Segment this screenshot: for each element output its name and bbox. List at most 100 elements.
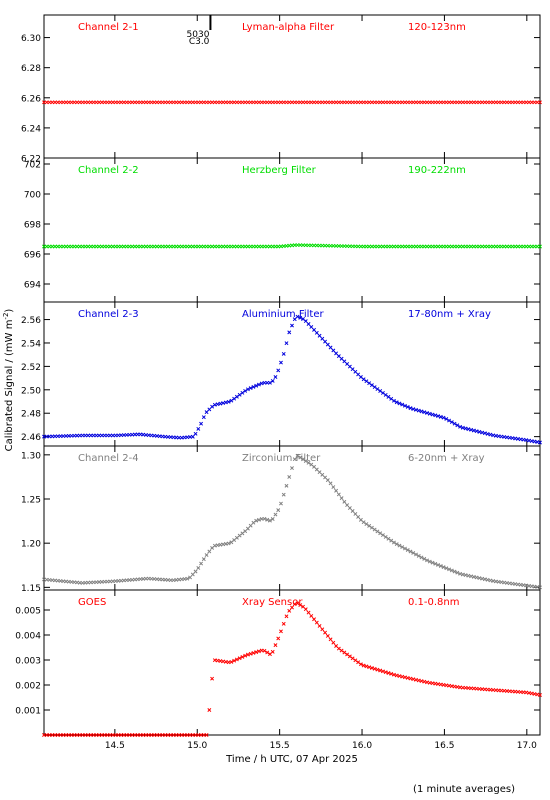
data-point bbox=[400, 402, 405, 407]
data-point bbox=[201, 557, 206, 562]
data-point bbox=[369, 525, 374, 530]
data-point bbox=[529, 691, 534, 696]
data-point bbox=[339, 648, 344, 653]
data-point bbox=[430, 560, 435, 565]
data-point bbox=[210, 404, 215, 409]
data-point bbox=[226, 541, 231, 546]
data-point bbox=[232, 658, 237, 663]
data-point bbox=[538, 585, 542, 590]
data-point bbox=[339, 356, 344, 361]
data-point bbox=[245, 652, 250, 657]
y-tick-label: 2.46 bbox=[21, 433, 41, 443]
data-point bbox=[347, 364, 352, 369]
data-point bbox=[265, 650, 270, 655]
data-point bbox=[532, 439, 537, 444]
data-point bbox=[323, 339, 328, 344]
data-point bbox=[207, 549, 212, 554]
data-point bbox=[342, 499, 347, 504]
data-point bbox=[463, 573, 468, 578]
data-point bbox=[380, 669, 385, 674]
data-point bbox=[251, 520, 256, 525]
data-point bbox=[367, 665, 372, 670]
data-point bbox=[378, 389, 383, 393]
x-tick-label: 16.5 bbox=[434, 741, 454, 751]
data-point bbox=[223, 400, 228, 405]
data-point bbox=[207, 407, 212, 412]
data-point bbox=[320, 336, 325, 341]
data-point bbox=[397, 674, 402, 678]
data-point bbox=[245, 526, 250, 531]
y-tick-label: 6.30 bbox=[21, 34, 41, 44]
data-point bbox=[276, 636, 281, 641]
y-tick-label: 0.005 bbox=[15, 607, 41, 617]
data-point bbox=[229, 660, 234, 664]
data-point bbox=[196, 426, 201, 431]
flare-marker-label: C3.0 bbox=[189, 37, 210, 47]
data-point bbox=[287, 608, 292, 613]
panel-5: 0.001 0.002 0.003 0.004 0.005 GOES Xray Sensor… bbox=[15, 589, 542, 737]
data-point bbox=[281, 351, 286, 356]
data-point bbox=[345, 503, 350, 508]
flare-marker-label: 5030 bbox=[187, 30, 210, 40]
data-point bbox=[405, 404, 410, 409]
y-tick-label: 1.15 bbox=[21, 584, 41, 594]
data-point bbox=[392, 398, 396, 403]
data-point bbox=[408, 676, 413, 681]
data-point bbox=[309, 613, 314, 618]
data-point bbox=[425, 558, 429, 563]
data-point bbox=[273, 375, 278, 379]
data-point bbox=[243, 653, 248, 658]
data-point bbox=[416, 408, 421, 413]
data-point bbox=[347, 654, 352, 659]
data-point bbox=[369, 383, 374, 388]
data-point bbox=[339, 496, 344, 501]
band-label: 120-123nm bbox=[408, 22, 466, 33]
data-point bbox=[383, 670, 388, 675]
data-point bbox=[215, 402, 220, 407]
data-point bbox=[529, 439, 534, 443]
panel-2: 694 696 698 700 702 Channel 2-2 Herzberg Filte… bbox=[24, 157, 542, 303]
data-point bbox=[201, 415, 206, 420]
data-point bbox=[284, 341, 289, 346]
data-point bbox=[193, 431, 198, 436]
series-markers bbox=[42, 601, 542, 737]
data-point bbox=[419, 409, 424, 414]
y-tick-label: 6.26 bbox=[21, 94, 41, 104]
data-point bbox=[347, 506, 352, 511]
data-point bbox=[336, 492, 341, 497]
channel-label: Channel 2-4 bbox=[78, 453, 139, 464]
filter-label: Zirconium Filter bbox=[242, 453, 321, 464]
data-point bbox=[212, 402, 217, 407]
data-point bbox=[350, 367, 355, 372]
data-point bbox=[491, 433, 496, 438]
data-point bbox=[386, 394, 391, 399]
data-point bbox=[444, 417, 449, 421]
data-point bbox=[375, 387, 380, 391]
data-point bbox=[240, 654, 245, 659]
channel-label: Channel 2-2 bbox=[78, 165, 139, 176]
data-point bbox=[463, 426, 468, 431]
data-point bbox=[306, 610, 311, 615]
data-point bbox=[356, 660, 361, 665]
data-point bbox=[480, 576, 485, 581]
data-point bbox=[237, 656, 242, 661]
data-point bbox=[416, 678, 421, 683]
data-point bbox=[480, 430, 485, 435]
data-point bbox=[276, 368, 281, 373]
data-point bbox=[430, 412, 435, 417]
data-point bbox=[262, 648, 267, 653]
data-point bbox=[389, 396, 394, 401]
data-point bbox=[438, 564, 443, 568]
panel-4: 1.15 1.20 1.25 1.30 Channel 2-4 Zirconium Fil… bbox=[21, 445, 542, 594]
y-tick-label: 6.24 bbox=[21, 124, 41, 134]
data-point bbox=[284, 483, 289, 488]
data-point bbox=[270, 378, 275, 383]
data-point bbox=[427, 559, 432, 564]
data-point bbox=[353, 658, 358, 663]
data-point bbox=[482, 577, 487, 582]
data-point bbox=[256, 517, 261, 522]
data-point bbox=[452, 569, 457, 574]
data-point bbox=[403, 675, 407, 680]
data-point bbox=[471, 574, 476, 579]
data-point bbox=[248, 386, 253, 391]
